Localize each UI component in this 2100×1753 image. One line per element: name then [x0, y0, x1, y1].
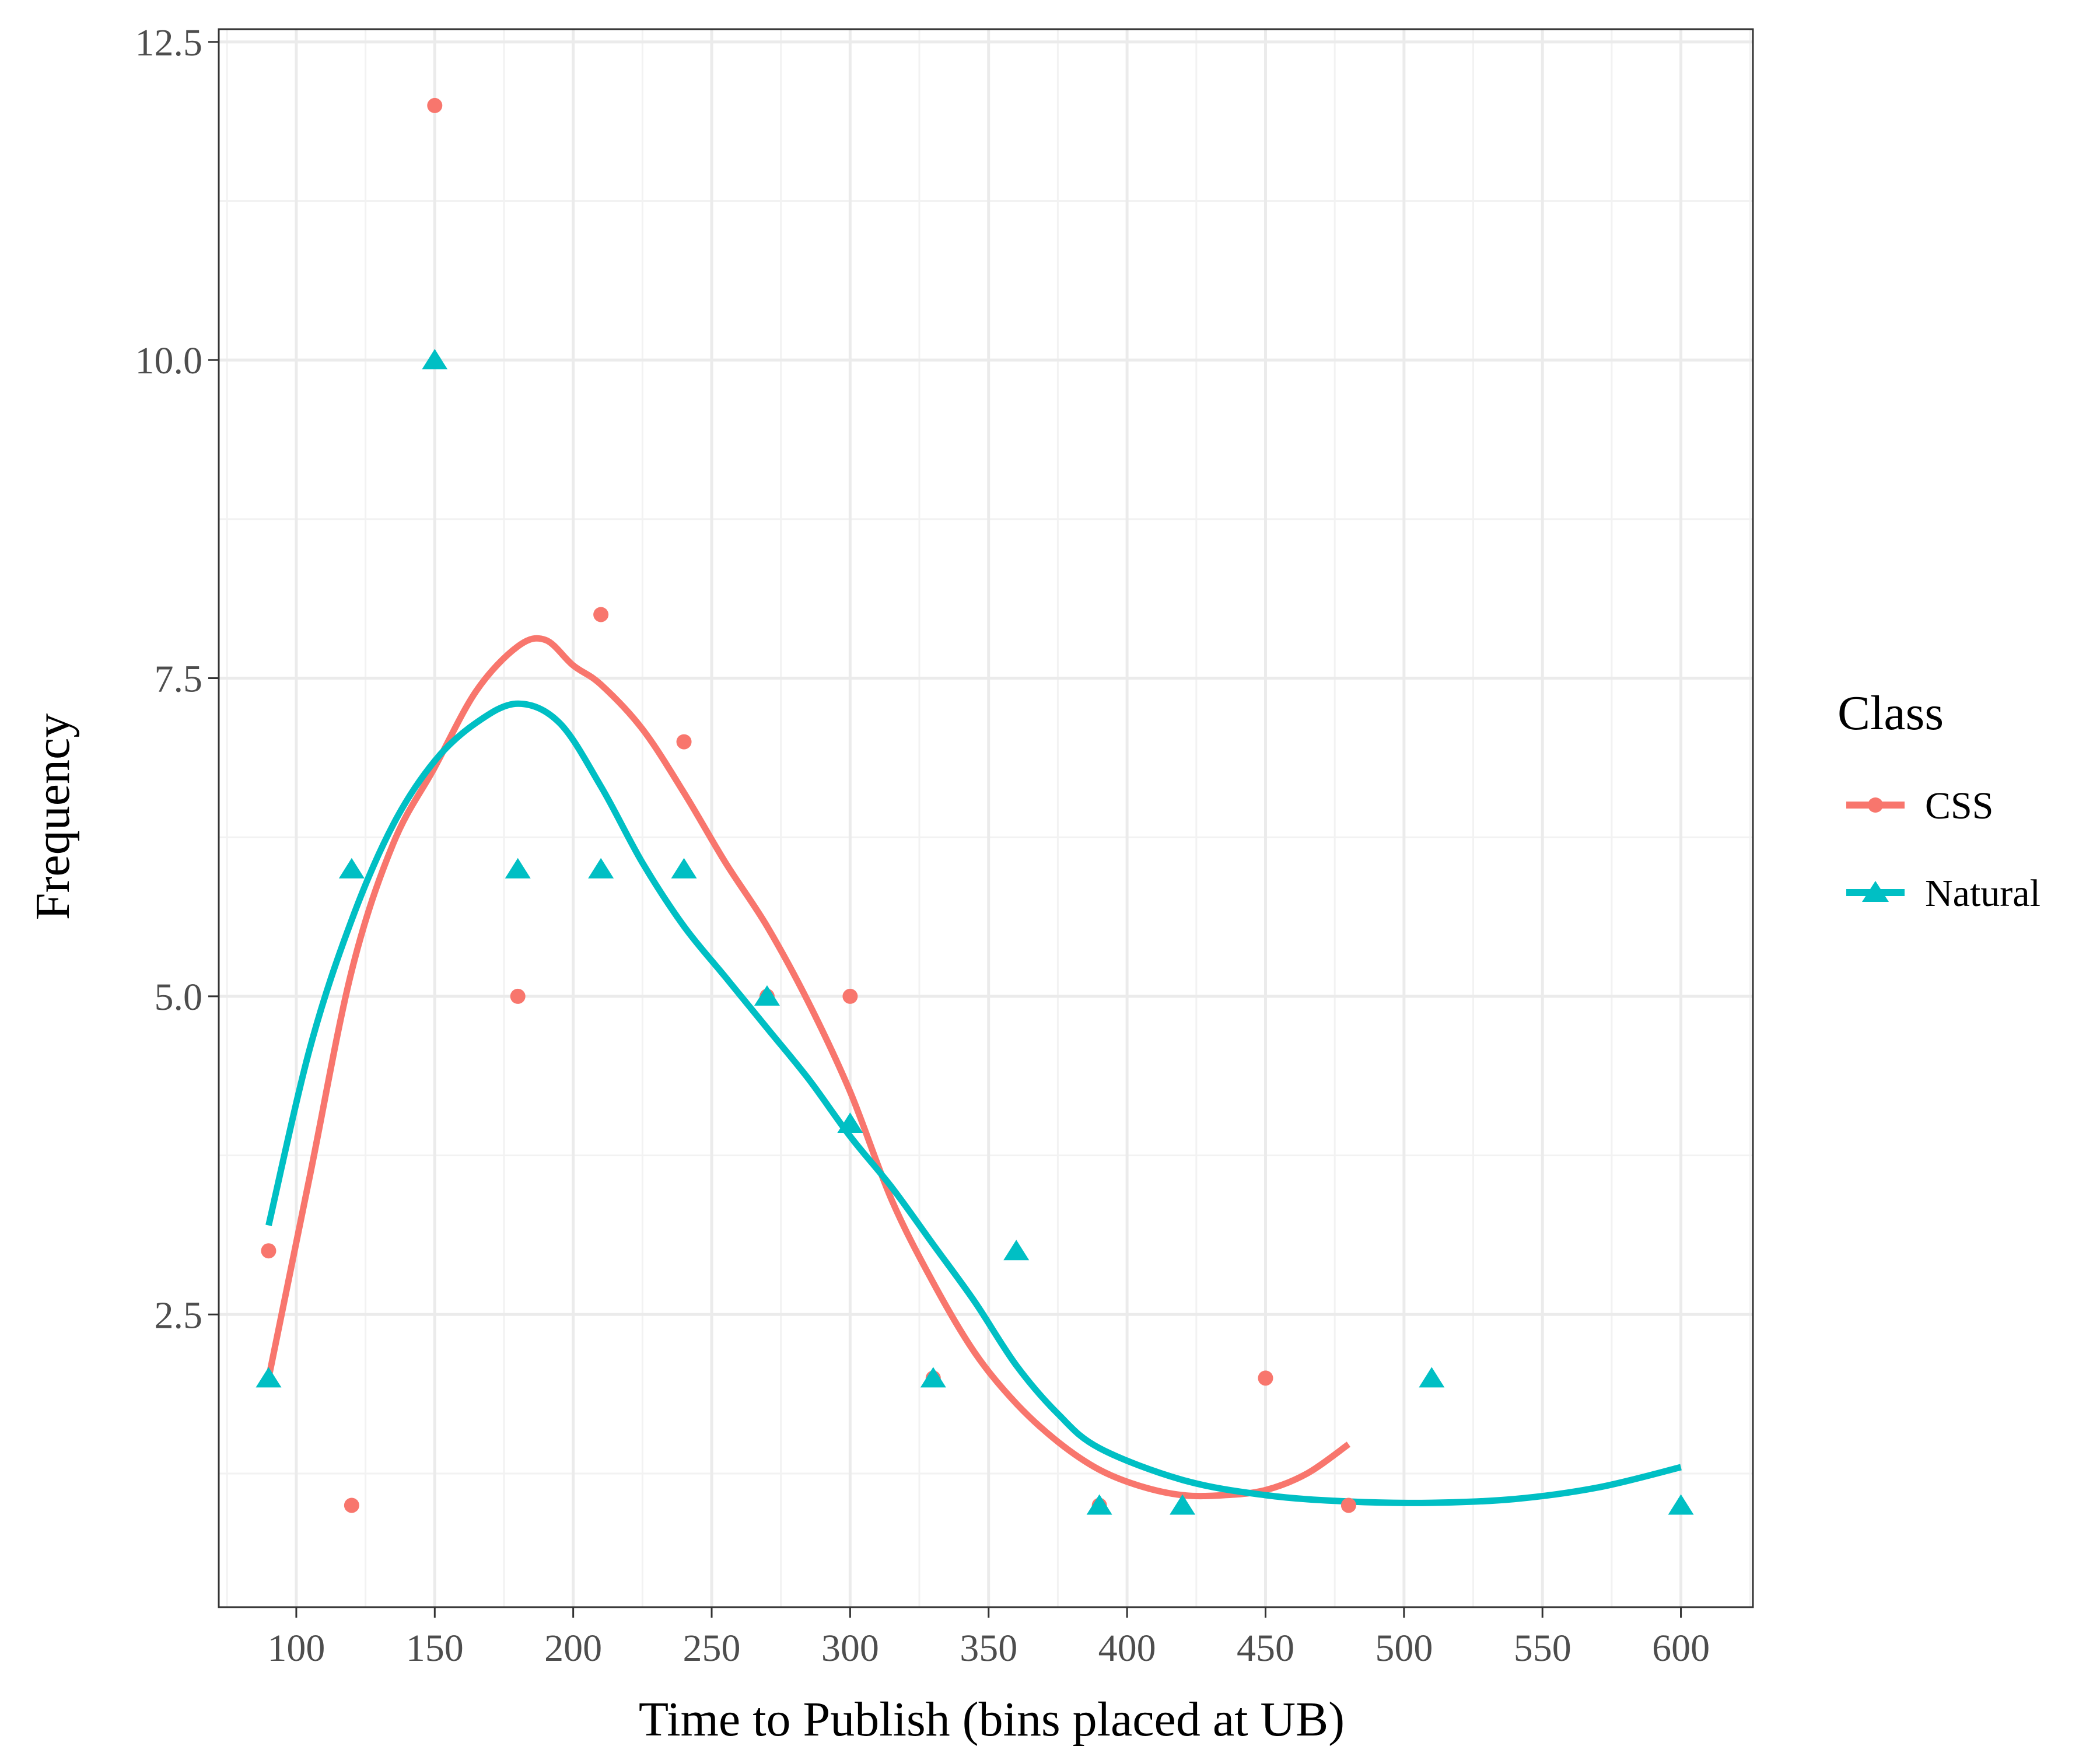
- legend-item-natural: Natural: [1846, 872, 2041, 915]
- x-tick-label: 400: [1098, 1627, 1156, 1670]
- y-tick-label: 5.0: [155, 976, 203, 1019]
- smooth-lines: [265, 635, 1682, 1506]
- x-tick-label: 600: [1652, 1627, 1710, 1670]
- series-natural-point: [338, 858, 365, 879]
- x-axis: 100 150 200 250 300 350 400 450 500 550 600: [267, 1607, 1710, 1670]
- legend-title: Class: [1838, 686, 1944, 740]
- series-natural-point: [1170, 1494, 1196, 1515]
- x-tick-label: 300: [821, 1627, 879, 1670]
- series-css-point: [427, 97, 443, 113]
- series-natural-point: [920, 1367, 946, 1388]
- legend-natural-marker: [1862, 881, 1889, 902]
- legend-css-label: CSS: [1925, 785, 1993, 827]
- series-natural-point: [837, 1112, 863, 1133]
- y-axis-label: Frequency: [26, 713, 80, 921]
- series-css-point: [593, 607, 609, 622]
- x-tick-label: 450: [1237, 1627, 1294, 1670]
- series-natural-point: [671, 858, 697, 879]
- x-tick-label: 350: [960, 1627, 1017, 1670]
- legend-natural-label: Natural: [1925, 872, 2041, 915]
- series-css-point: [261, 1243, 276, 1259]
- x-tick-label: 550: [1514, 1627, 1572, 1670]
- x-tick-label: 250: [683, 1627, 741, 1670]
- y-axis: 2.5 5.0 7.5 10.0 12.5: [135, 22, 219, 1336]
- series-css-point: [344, 1497, 359, 1513]
- y-tick-label: 12.5: [135, 22, 203, 64]
- series-css-point: [510, 988, 526, 1004]
- series-natural-point: [1003, 1240, 1030, 1261]
- series-css-smooth-line: [265, 635, 1351, 1500]
- legend: Class CSS Natural: [1838, 686, 2041, 915]
- legend-css-marker: [1868, 797, 1883, 813]
- y-tick-label: 7.5: [155, 658, 203, 701]
- x-axis-label: Time to Publish (bins placed at UB): [639, 1692, 1345, 1747]
- y-tick-label: 2.5: [155, 1294, 203, 1336]
- legend-item-css: CSS: [1846, 785, 1993, 827]
- series-css-point: [676, 734, 692, 750]
- minor-gridlines: [219, 29, 1753, 1607]
- y-tick-label: 10.0: [135, 340, 203, 382]
- x-tick-label: 150: [406, 1627, 464, 1670]
- x-tick-label: 100: [267, 1627, 325, 1670]
- series-css-point: [1258, 1370, 1273, 1386]
- major-gridlines: [219, 29, 1753, 1607]
- x-tick-label: 200: [544, 1627, 602, 1670]
- series-natural-point: [256, 1367, 282, 1388]
- series-natural-point: [505, 858, 531, 879]
- series-natural-point: [1668, 1494, 1694, 1515]
- series-natural-point: [588, 858, 614, 879]
- series-natural-point: [1086, 1494, 1112, 1515]
- series-css-point: [1340, 1497, 1356, 1513]
- x-tick-label: 500: [1375, 1627, 1433, 1670]
- panel-border: [218, 28, 1754, 1608]
- series-natural-point: [422, 349, 448, 370]
- data-points: [256, 97, 1694, 1515]
- series-css-point: [842, 988, 858, 1004]
- series-natural-point: [1419, 1367, 1445, 1388]
- series-natural-smooth-line: [265, 700, 1682, 1506]
- series-natural-point: [754, 985, 780, 1006]
